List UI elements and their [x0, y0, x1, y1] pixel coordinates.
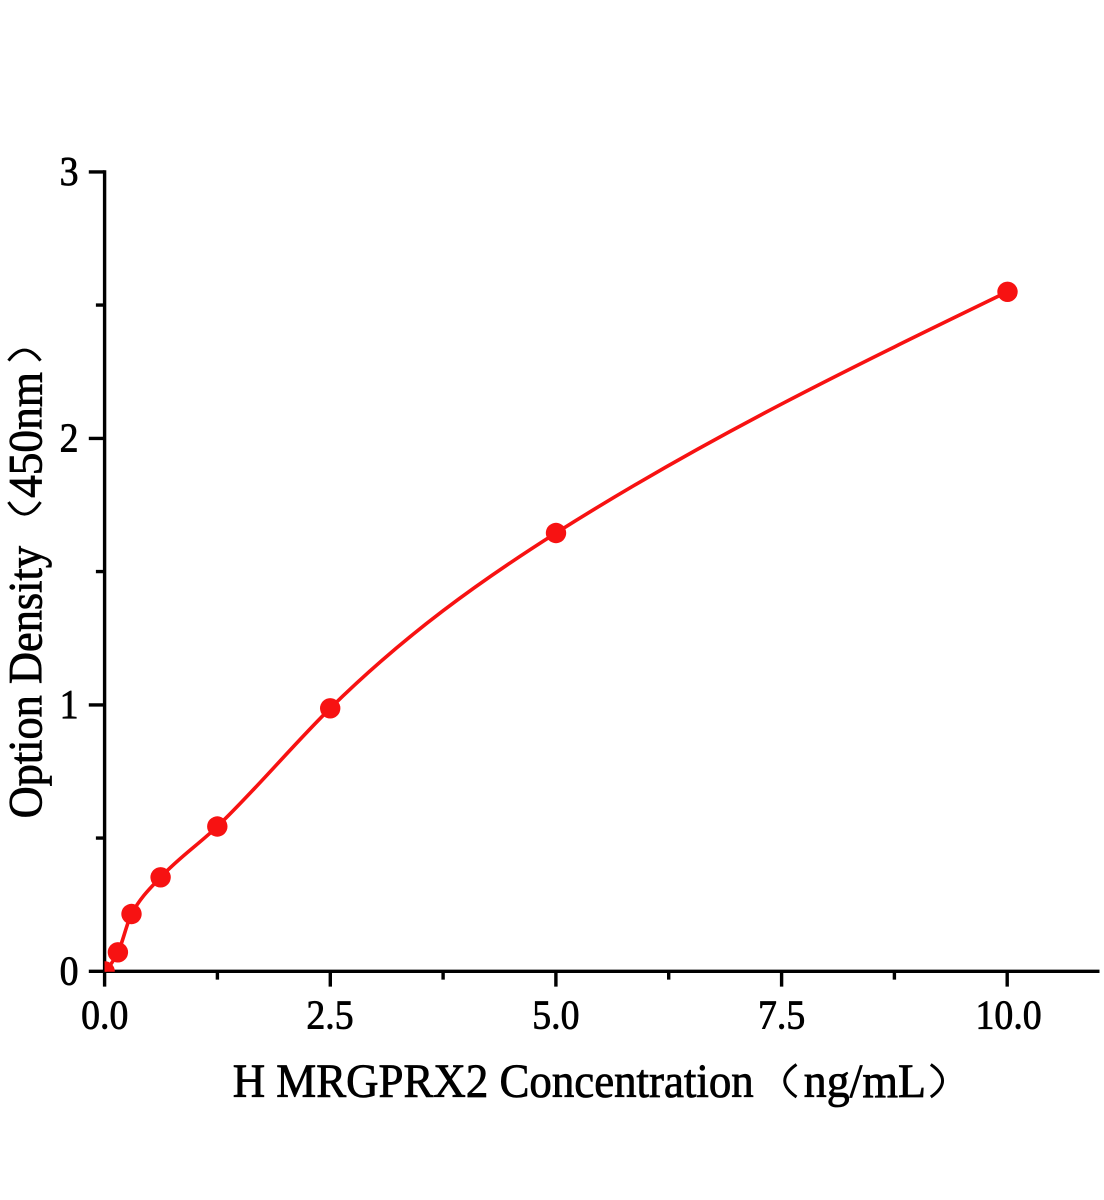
svg-text:1: 1	[60, 681, 79, 727]
svg-text:7.5: 7.5	[758, 992, 805, 1038]
svg-text:0: 0	[60, 947, 79, 993]
svg-text:2: 2	[60, 414, 79, 460]
svg-text:5.0: 5.0	[532, 992, 579, 1038]
svg-text:450nm: 450nm	[1, 372, 53, 498]
svg-text:ng/mL: ng/mL	[804, 1056, 926, 1108]
svg-text:10.0: 10.0	[976, 992, 1042, 1038]
svg-text:0.0: 0.0	[81, 992, 128, 1038]
svg-text:3: 3	[60, 148, 79, 194]
svg-text:2.5: 2.5	[306, 992, 353, 1038]
svg-text:H MRGPRX2 Concentration: H MRGPRX2 Concentration	[233, 1056, 754, 1108]
svg-text:Option Density: Option Density	[1, 546, 53, 819]
